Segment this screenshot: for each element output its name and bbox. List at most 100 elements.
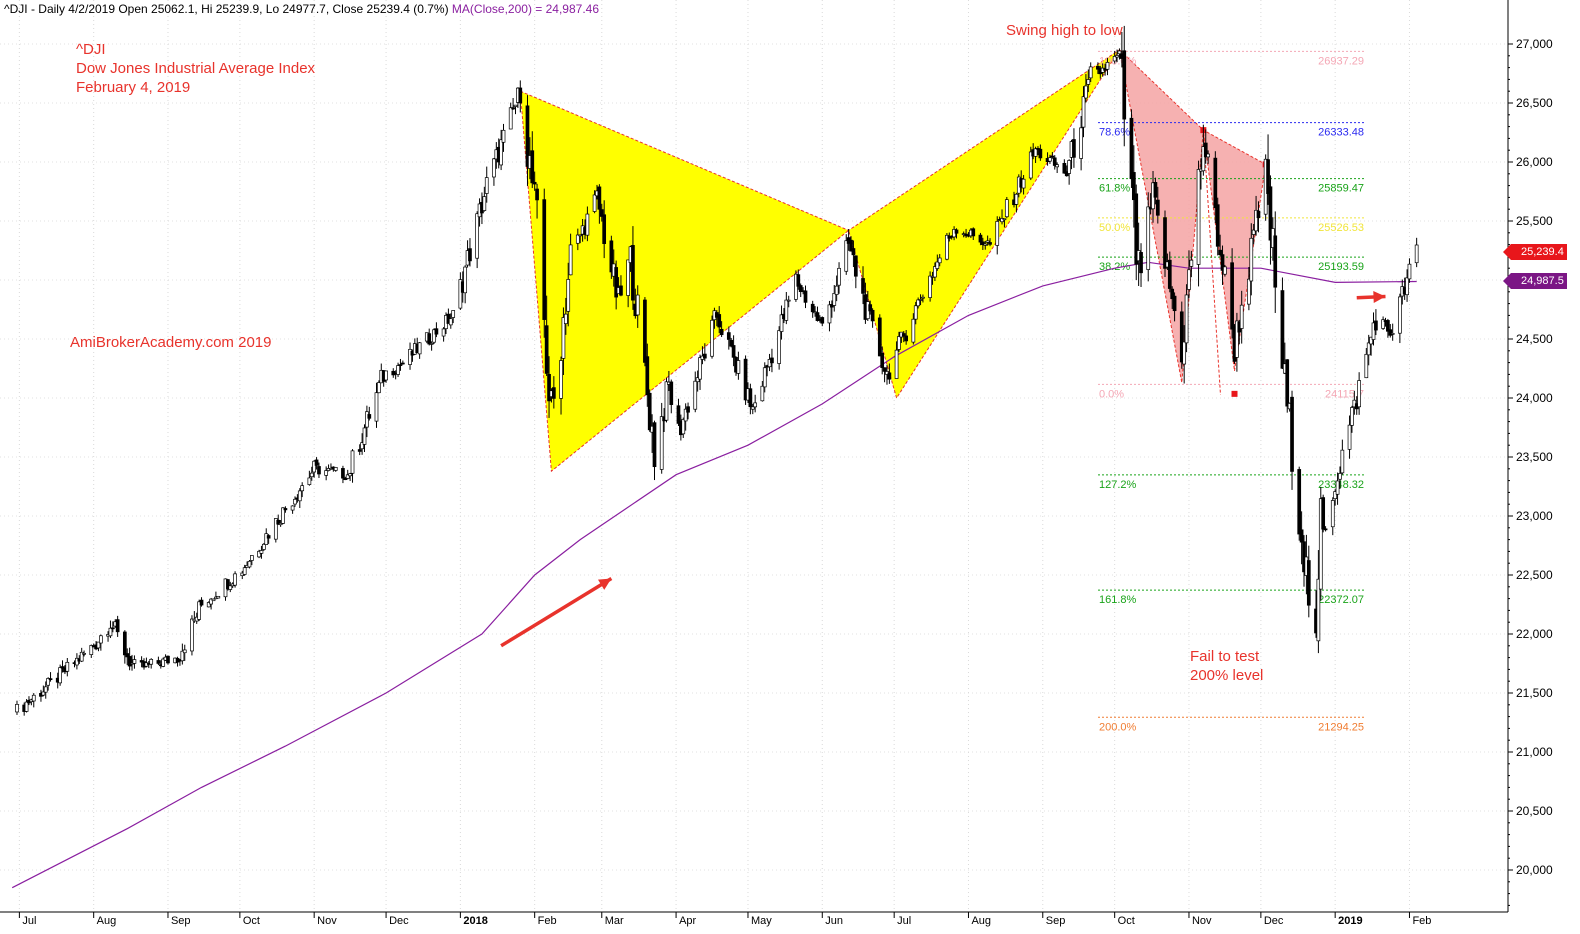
candles [15,25,1419,716]
candle-body [803,290,808,303]
candle-body [544,325,549,374]
candle-body [1381,319,1385,329]
candle-body [434,328,439,335]
candle-body [283,508,288,511]
fib-pct-label: 0.0% [1099,388,1124,400]
candle-body [499,139,503,166]
candle-body [602,214,607,244]
fib-pct-label: 61.8% [1099,183,1130,195]
candle-body [115,619,120,633]
candle-body [417,342,422,355]
candle-body [1014,193,1019,205]
candle-body [563,313,568,324]
candle-body [743,358,748,401]
y-tick-label: 26,000 [1516,155,1553,169]
x-tick-label: Mar [605,915,624,927]
candle-body [190,618,194,652]
candle-body [60,666,65,669]
pink-triangle-xab [1119,49,1204,383]
candle-body [614,267,619,298]
candle-body [918,299,923,301]
x-tick-label: Nov [1192,915,1212,927]
index-name-label: Dow Jones Industrial Average Index [76,60,316,77]
candle-body [257,550,261,558]
candle-body [1134,193,1139,265]
candle-body [1048,157,1052,162]
candle-body [1335,480,1340,495]
candle-body [710,319,714,357]
candle-body [468,248,472,262]
candle-body [309,472,314,478]
candle-body [851,248,856,256]
x-tick-label: Sep [1046,915,1066,927]
candle-body [266,535,271,539]
candle-body [887,372,892,380]
candle-body [1333,491,1338,500]
candle-body [1203,142,1208,158]
candle-body [597,186,602,210]
candle-body [48,678,53,680]
candle-body [794,273,798,300]
candle-body [273,518,278,540]
candle-body [82,652,86,655]
candle-body [770,357,774,364]
x-tick-label: 2018 [463,915,487,927]
candle-body [1170,288,1175,300]
candle-body [1218,249,1222,256]
candle-body [1254,209,1258,232]
candle-body [1215,204,1220,247]
annotation-arrows [500,291,1386,648]
candle-body [1036,147,1040,150]
candle-body [360,442,364,450]
candle-body [1196,169,1201,265]
y-tick-label: 25,500 [1516,214,1553,228]
candle-body [384,370,388,381]
candle-body [937,257,942,264]
candle-body [242,567,247,575]
fib-value-label: 25526.53 [1318,222,1364,234]
candle-body [228,585,233,590]
ma-readout: MA(Close,200) = 24,987.46 [451,2,600,16]
candle-body [683,408,688,422]
candle-body [1390,333,1395,335]
candle-body [810,303,815,313]
candle-body [988,242,992,245]
candle-body [945,234,949,260]
candle-body [1187,269,1191,290]
candle-body [626,259,630,296]
candle-body [276,519,281,525]
candle-body [312,460,317,473]
candle-body [58,667,62,684]
candle-body [206,602,211,608]
candle-body [1414,244,1419,264]
candle-body [719,328,724,336]
candle-body [46,678,50,686]
x-tick-label: Oct [1118,915,1135,927]
candle-body [1206,153,1210,158]
watermark-label: AmiBrokerAcademy.com 2019 [70,334,272,351]
candle-body [686,406,690,413]
candle-body [575,234,580,244]
candle-body [197,601,201,620]
candle-body [820,317,825,324]
candle-body [307,477,312,485]
candle-body [619,285,623,296]
candle-body [432,329,436,343]
x-tick-label: 2019 [1338,915,1362,927]
candle-body [132,659,137,664]
pink-triangle-bcd [1203,130,1266,371]
candle-body [532,181,537,185]
candle-body [1112,56,1117,62]
fib-value-label: 25859.47 [1318,183,1364,195]
y-tick-label: 26,500 [1516,96,1553,110]
candle-body [398,364,403,366]
yellow-triangle-xab [520,91,849,472]
x-tick-label: Jul [897,915,911,927]
candle-body [1347,424,1352,450]
y-tick-label: 21,500 [1516,686,1553,700]
swing-label: Swing high to low [1006,22,1123,39]
candle-body [760,385,765,402]
candle-body [726,332,731,340]
candle-body [233,573,237,586]
annotation-arrow-head [1373,291,1386,304]
